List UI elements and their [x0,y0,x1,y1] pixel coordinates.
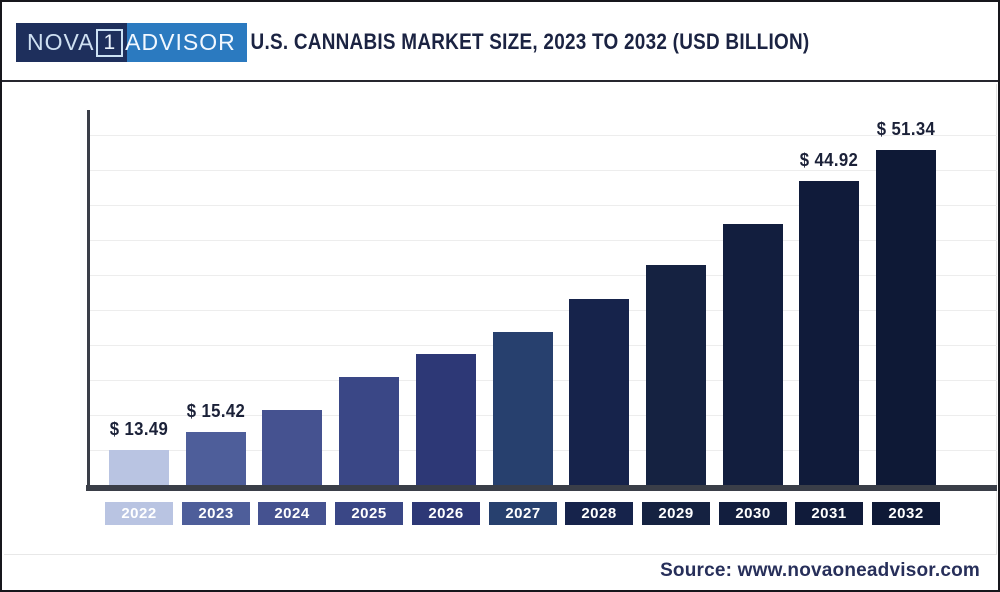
bar-2022 [109,450,169,485]
logo-one-box: 1 [96,28,124,57]
bar-2023 [186,432,246,485]
bar-2028 [569,299,629,485]
x-tick-2030: 2030 [719,502,787,525]
nova-one-advisor-logo: NOVA 1 ADVISOR [16,23,247,62]
bar-2032 [876,150,936,485]
value-label-2023: $ 15.42 [186,401,246,421]
gridline [88,275,997,276]
gridline [88,240,997,241]
x-tick-2022: 2022 [105,502,173,525]
x-axis-line [86,485,997,491]
value-label-2031: $ 44.92 [799,150,859,170]
chart-area: $ 13.49 2022 $ 15.42 2023 2024 2025 2026 2027 20… [4,84,997,555]
value-label-2032: $ 51.34 [876,119,936,139]
x-tick-2023: 2023 [182,502,250,525]
x-tick-2024: 2024 [258,502,326,525]
header: NOVA 1 ADVISOR U.S. CANNABIS MARKET SIZE, … [2,2,998,82]
bar-2025 [339,377,399,485]
chart-title: U.S. CANNABIS MARKET SIZE, 2023 TO 2032 … [250,29,810,54]
x-tick-2028: 2028 [565,502,633,525]
x-tick-2026: 2026 [412,502,480,525]
bar-2027 [493,332,553,485]
x-tick-2025: 2025 [335,502,403,525]
x-tick-2032: 2032 [872,502,940,525]
logo-text-nova: NOVA [27,29,95,55]
gridline [88,310,997,311]
x-tick-2029: 2029 [642,502,710,525]
bar-2029 [646,265,706,485]
bar-2030 [723,224,783,485]
y-axis-line [87,110,90,491]
gridline [88,170,997,171]
source-attribution: Source: www.novaoneadvisor.com [660,560,980,581]
gridline [88,205,997,206]
x-tick-2031: 2031 [795,502,863,525]
x-tick-2027: 2027 [489,502,557,525]
logo-text-advisor: ADVISOR [125,29,236,55]
bar-2026 [416,354,476,485]
value-label-2022: $ 13.49 [109,419,169,439]
bar-2024 [262,410,322,485]
gridline [88,135,997,136]
bar-2031 [799,181,859,485]
